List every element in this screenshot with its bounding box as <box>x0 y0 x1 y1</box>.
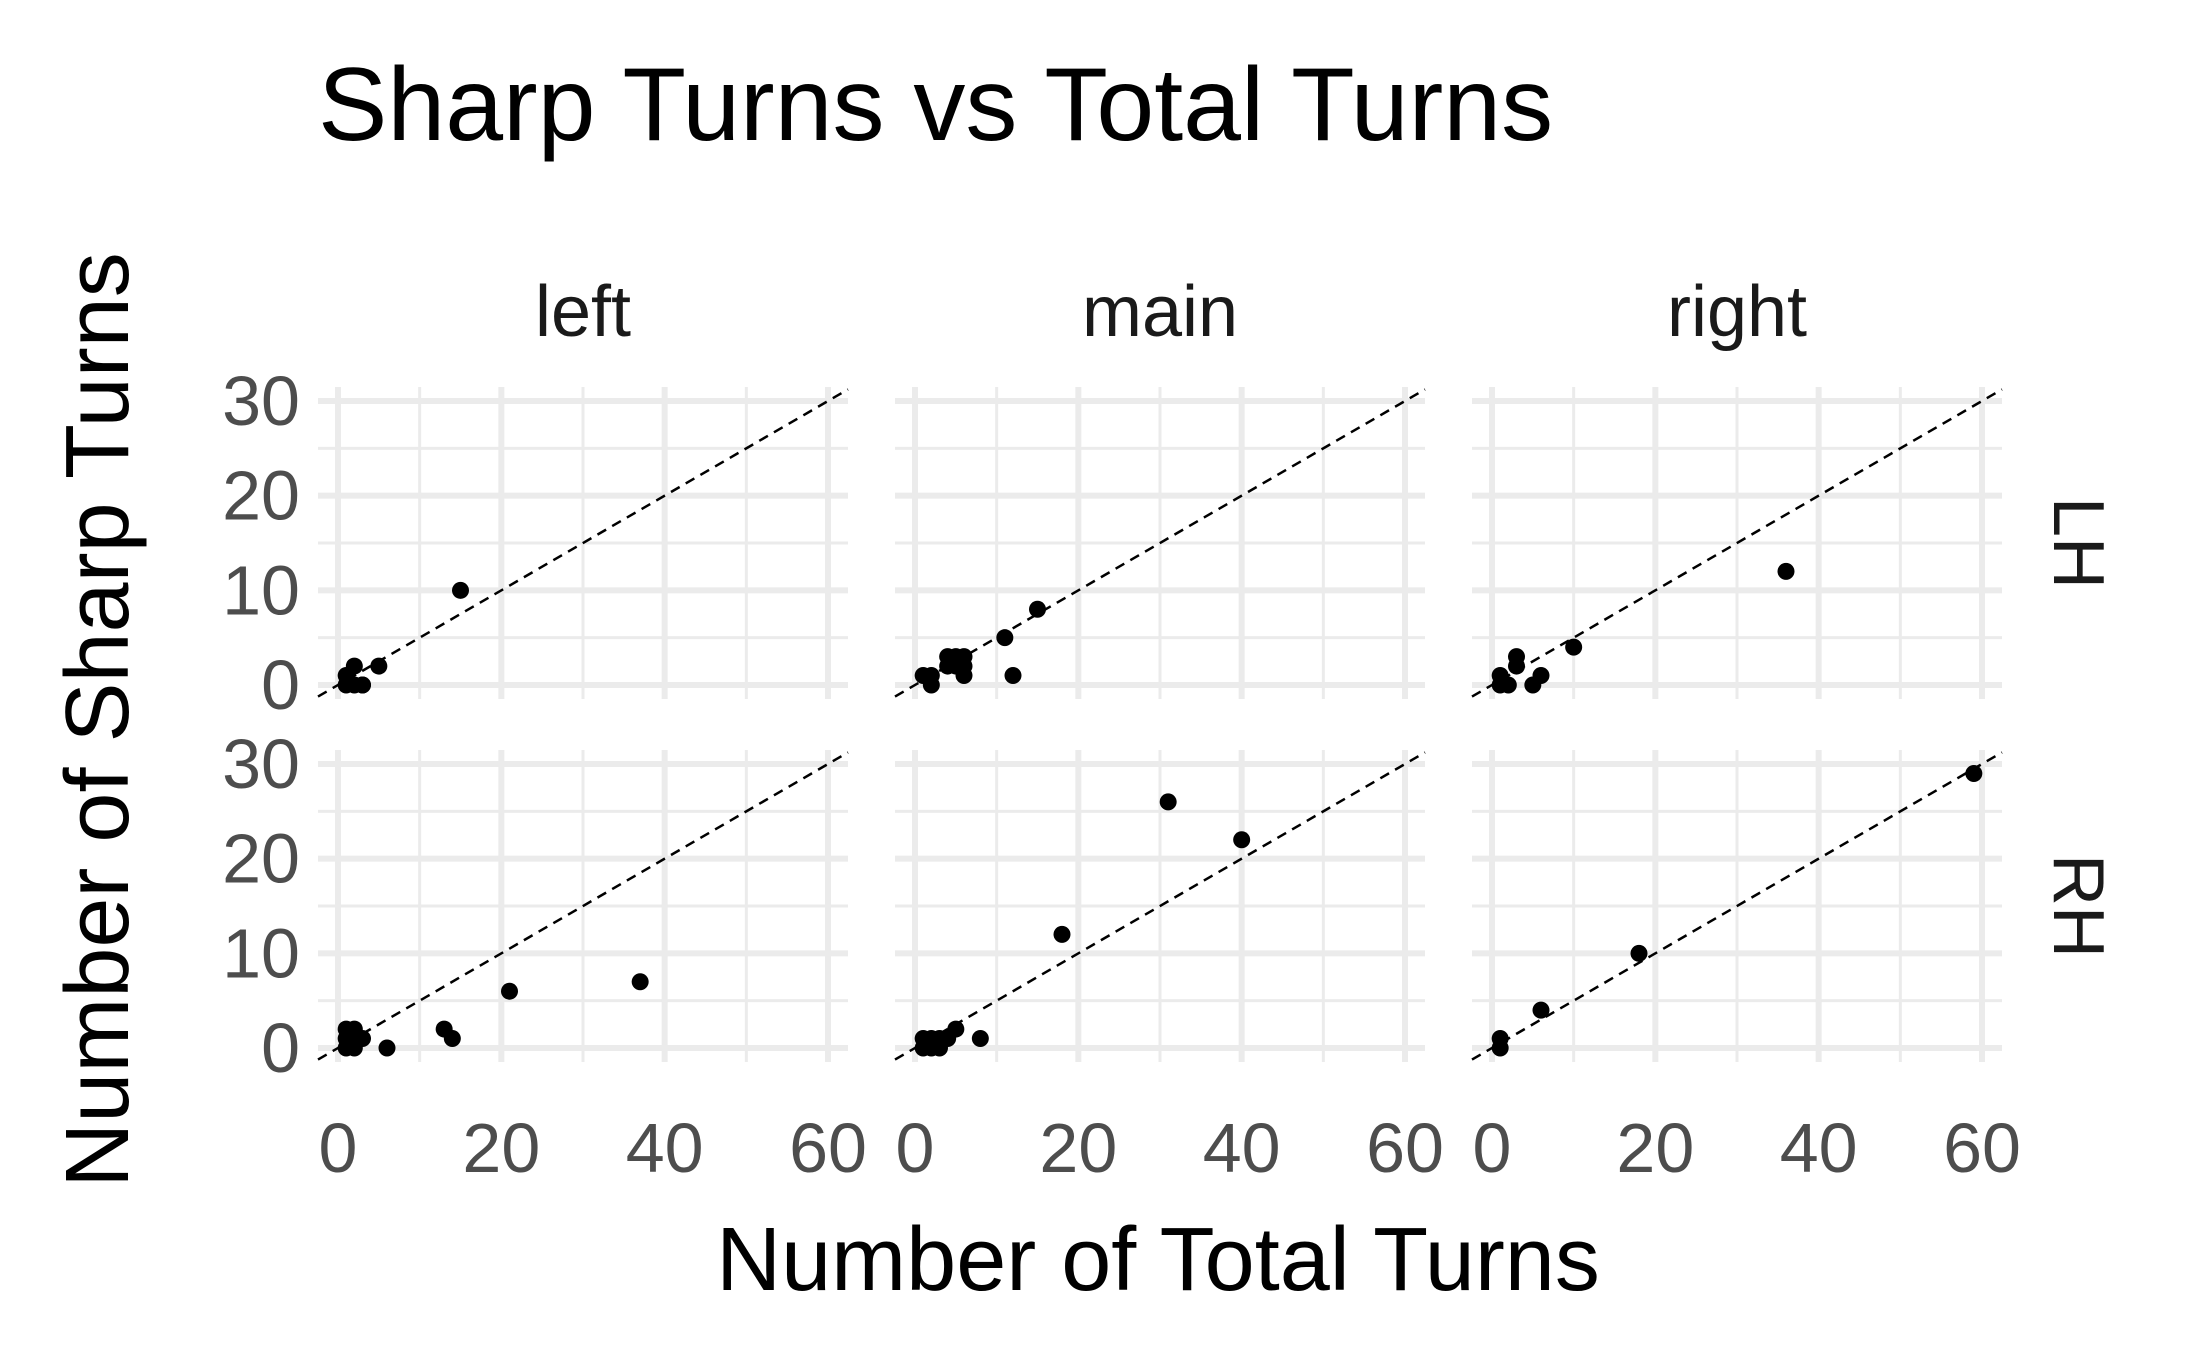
x-tick-label: 20 <box>462 1109 540 1187</box>
y-tick-label: 30 <box>222 362 300 440</box>
panel-right-RH <box>1471 750 2003 1062</box>
data-point <box>1508 648 1525 666</box>
x-tick-label: 60 <box>789 1109 867 1187</box>
data-point <box>971 1030 989 1048</box>
panel-main-RH <box>894 750 1426 1062</box>
data-point <box>370 657 388 675</box>
x-axis-title: Number of Total Turns <box>716 1210 1600 1310</box>
x-tick-label: 0 <box>1473 1109 1512 1187</box>
data-point <box>922 667 940 685</box>
data-point <box>1004 667 1022 685</box>
data-point <box>1029 600 1046 618</box>
panel-left-LH <box>317 387 849 699</box>
x-tick-label: 40 <box>1780 1109 1858 1187</box>
x-tick-label: 40 <box>626 1109 704 1187</box>
y-tick-label: 0 <box>261 646 300 724</box>
data-point <box>1233 831 1251 849</box>
y-axis-title: Number of Sharp Turns <box>48 252 148 1187</box>
data-point <box>354 1030 371 1048</box>
data-point <box>955 648 973 666</box>
data-point <box>443 1030 461 1048</box>
x-tick-label: 0 <box>896 1109 935 1187</box>
x-tick-label: 0 <box>319 1109 358 1187</box>
data-point <box>1532 667 1550 685</box>
data-point <box>1777 562 1795 580</box>
data-point <box>996 629 1014 647</box>
data-point <box>1630 944 1648 962</box>
data-point <box>452 581 469 599</box>
data-point <box>1965 764 1983 782</box>
reference-line <box>1471 751 2003 1061</box>
x-tick-label: 40 <box>1203 1109 1281 1187</box>
data-point <box>1532 1001 1550 1019</box>
data-point <box>345 657 363 675</box>
reference-line <box>317 751 849 1061</box>
reference-line <box>894 751 1426 1061</box>
reference-line <box>894 388 1426 698</box>
panel-left-RH <box>317 750 849 1062</box>
facet-strip-col-main: main <box>1082 272 1238 352</box>
panel-right-LH <box>1471 387 2003 699</box>
y-tick-label: 20 <box>222 820 300 898</box>
facet-strip-row-LH: LH <box>2038 497 2118 589</box>
data-point <box>354 676 371 694</box>
facet-strip-col-left: left <box>535 272 631 352</box>
data-point <box>947 1020 965 1038</box>
data-point <box>1565 638 1583 656</box>
x-tick-label: 60 <box>1943 1109 2021 1187</box>
y-tick-label: 20 <box>222 457 300 535</box>
y-tick-label: 10 <box>222 914 300 992</box>
reference-line <box>317 388 849 698</box>
y-tick-label: 30 <box>222 725 300 803</box>
panel-main-LH <box>894 387 1426 699</box>
chart-title: Sharp Turns vs Total Turns <box>318 47 1553 163</box>
data-point <box>1499 676 1517 694</box>
data-point <box>1053 925 1071 943</box>
x-tick-label: 60 <box>1366 1109 1444 1187</box>
facet-strip-col-right: right <box>1667 272 1807 352</box>
y-tick-label: 0 <box>261 1009 300 1087</box>
y-tick-label: 10 <box>222 551 300 629</box>
x-tick-label: 20 <box>1039 1109 1117 1187</box>
reference-line <box>1471 388 2003 698</box>
facet-strip-row-RH: RH <box>2038 854 2118 958</box>
data-point <box>378 1039 396 1057</box>
data-point <box>1491 1030 1509 1048</box>
x-tick-label: 20 <box>1616 1109 1694 1187</box>
data-point <box>631 973 649 991</box>
data-point <box>1159 793 1177 811</box>
data-point <box>501 982 518 1000</box>
